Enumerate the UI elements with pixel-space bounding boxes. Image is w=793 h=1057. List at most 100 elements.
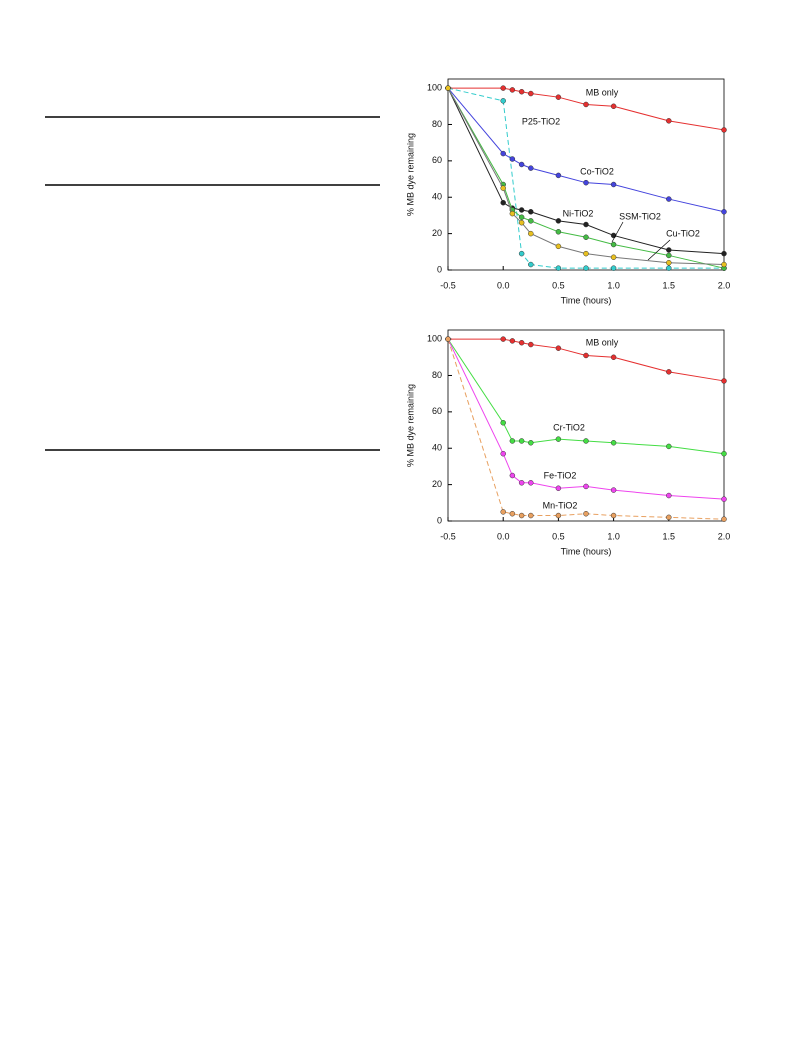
data-point: [500, 98, 506, 104]
series-line: [447, 338, 725, 455]
data-point: [500, 450, 506, 457]
x-tick-label: 0.0: [497, 280, 510, 290]
y-tick-label: 60: [432, 155, 442, 165]
data-point: [555, 229, 562, 235]
x-axis-title: Time (hours): [561, 295, 612, 305]
x-tick-label: 0.5: [552, 531, 565, 541]
leader-line: [647, 239, 671, 261]
series-label: Fe-TiO2: [544, 470, 577, 480]
data-point: [610, 103, 617, 110]
data-point: [721, 209, 727, 215]
y-tick-label: 0: [437, 515, 442, 525]
data-point: [555, 243, 562, 250]
series-label: SSM-TiO2: [619, 211, 661, 221]
data-point: [666, 259, 672, 266]
data-point: [528, 209, 534, 215]
series-line: [447, 87, 725, 213]
series-label: MB only: [586, 87, 619, 97]
y-axis-title: % MB dye remaining: [405, 384, 415, 467]
data-point: [555, 436, 562, 442]
series-line: [448, 338, 725, 382]
data-point: [721, 261, 727, 268]
plot-frame: [447, 329, 725, 522]
data-point: [721, 378, 727, 384]
x-tick-label: 1.0: [607, 280, 620, 290]
series-label: Co-TiO2: [580, 166, 614, 176]
data-point: [610, 512, 617, 519]
data-point: [721, 127, 727, 133]
data-point: [518, 161, 525, 168]
x-tick-label: 1.0: [607, 531, 620, 541]
series-label: Cr-TiO2: [553, 422, 585, 432]
data-point: [666, 247, 672, 253]
y-tick-label: 20: [432, 228, 442, 238]
data-point: [500, 420, 506, 426]
x-axis-title: Time (hours): [561, 546, 612, 556]
data-point: [500, 199, 506, 206]
data-point: [555, 94, 562, 100]
data-point: [528, 261, 534, 268]
y-tick-label: 60: [432, 406, 442, 416]
data-point: [610, 440, 617, 446]
data-point: [518, 207, 525, 213]
data-point: [583, 483, 589, 490]
x-tick-label: 2.0: [718, 280, 731, 290]
data-point: [445, 336, 451, 342]
data-point: [721, 496, 727, 502]
data-point: [666, 252, 672, 259]
data-point: [518, 438, 525, 444]
series-label: MB only: [586, 337, 619, 347]
data-point: [518, 339, 525, 346]
x-tick-label: 2.0: [718, 531, 731, 541]
data-point: [583, 234, 589, 241]
data-point: [583, 221, 589, 228]
data-point: [666, 514, 672, 521]
data-point: [445, 85, 451, 91]
data-point: [518, 88, 525, 95]
data-point: [509, 87, 516, 93]
data-point: [528, 480, 534, 486]
series-label: P25-TiO2: [522, 116, 560, 126]
data-point: [610, 241, 617, 248]
data-point: [610, 181, 617, 188]
data-point: [528, 440, 534, 446]
y-tick-label: 20: [432, 479, 442, 489]
series-line: [447, 87, 724, 269]
data-point: [583, 179, 589, 186]
data-point: [583, 438, 589, 444]
data-point: [518, 512, 525, 519]
data-point: [500, 509, 506, 515]
series-label: Ni-TiO2: [563, 208, 594, 218]
data-point: [509, 210, 516, 217]
data-point: [528, 90, 534, 97]
x-tick-label: 1.5: [663, 531, 676, 541]
data-point: [721, 450, 727, 457]
x-tick-label: 0.0: [497, 531, 510, 541]
y-tick-label: 100: [427, 82, 442, 92]
data-point: [518, 214, 525, 220]
data-point: [555, 512, 562, 519]
y-tick-label: 100: [427, 333, 442, 343]
data-point: [500, 150, 506, 157]
data-point: [528, 218, 534, 224]
data-point: [528, 230, 534, 237]
x-tick-label: 1.5: [663, 280, 676, 290]
series-line: [447, 87, 725, 266]
series-label: Cu-TiO2: [666, 228, 700, 238]
data-point: [555, 172, 562, 179]
y-tick-label: 80: [432, 370, 442, 380]
data-point: [666, 443, 672, 450]
data-point: [500, 85, 506, 91]
data-point: [518, 480, 525, 486]
series-line: [447, 338, 725, 500]
data-point: [666, 118, 672, 124]
data-point: [528, 165, 534, 171]
data-point: [610, 354, 617, 361]
y-tick-label: 40: [432, 192, 442, 202]
data-point: [583, 352, 589, 359]
data-point: [528, 341, 534, 348]
data-point: [509, 338, 516, 344]
series-line: [447, 87, 725, 255]
data-point: [721, 250, 727, 257]
